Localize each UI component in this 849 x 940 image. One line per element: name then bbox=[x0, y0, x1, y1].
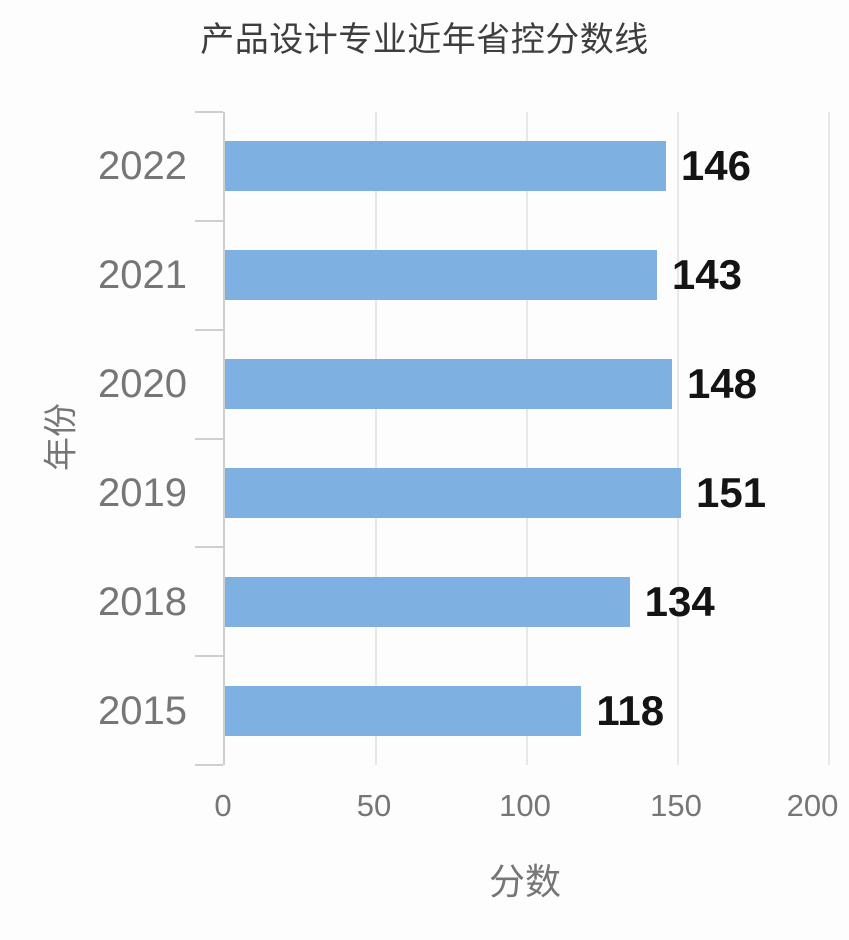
gridline bbox=[677, 112, 679, 765]
bar-row: 118 bbox=[225, 656, 829, 765]
plot-area: 146 143 148 151 134 118 bbox=[195, 111, 830, 766]
bar-row: 151 bbox=[225, 439, 829, 548]
y-tick-label: 2021 bbox=[98, 253, 187, 298]
bar bbox=[225, 141, 666, 192]
y-axis-tick bbox=[195, 655, 223, 658]
y-axis-tick bbox=[195, 546, 223, 549]
gridline bbox=[526, 112, 528, 765]
y-axis-tick bbox=[195, 328, 223, 331]
bar-value-label: 146 bbox=[680, 142, 751, 190]
bar bbox=[225, 576, 630, 627]
y-tick-label: 2020 bbox=[98, 362, 187, 407]
bar-row: 146 bbox=[225, 112, 829, 221]
bar-value-label: 151 bbox=[696, 468, 767, 516]
bar-row: 143 bbox=[225, 221, 829, 330]
bar-row: 134 bbox=[225, 547, 829, 656]
bar bbox=[225, 467, 682, 518]
bar-value-label: 148 bbox=[686, 360, 758, 408]
bar-row: 148 bbox=[225, 330, 829, 439]
x-axis-title: 分数 bbox=[488, 861, 561, 902]
x-tick-label: 100 bbox=[499, 788, 551, 823]
bar-value-label: 143 bbox=[671, 251, 742, 299]
y-tick-label: 2019 bbox=[98, 470, 187, 515]
y-axis-tick bbox=[195, 219, 223, 222]
y-axis-tick bbox=[195, 764, 223, 766]
x-tick-label: 150 bbox=[650, 788, 702, 823]
y-tick-label: 2015 bbox=[98, 688, 187, 733]
bar-value-label: 134 bbox=[644, 577, 715, 625]
bar bbox=[225, 250, 657, 301]
bar-value-label: 118 bbox=[596, 686, 665, 734]
bar bbox=[225, 359, 672, 410]
chart-title: 产品设计专业近年省控分数线 bbox=[200, 21, 649, 59]
x-tick-label: 0 bbox=[214, 788, 232, 823]
x-tick-label: 50 bbox=[356, 788, 392, 823]
y-tick-label: 2022 bbox=[98, 144, 187, 189]
y-axis-tick bbox=[195, 111, 223, 113]
y-axis-tick bbox=[195, 437, 223, 440]
bar bbox=[225, 685, 582, 736]
gridline bbox=[375, 112, 377, 765]
y-tick-label: 2018 bbox=[98, 579, 187, 624]
y-axis-labels: 2022 2021 2020 2019 2018 2015 bbox=[0, 0, 187, 940]
x-tick-label: 200 bbox=[786, 788, 839, 823]
gridline bbox=[828, 112, 830, 765]
